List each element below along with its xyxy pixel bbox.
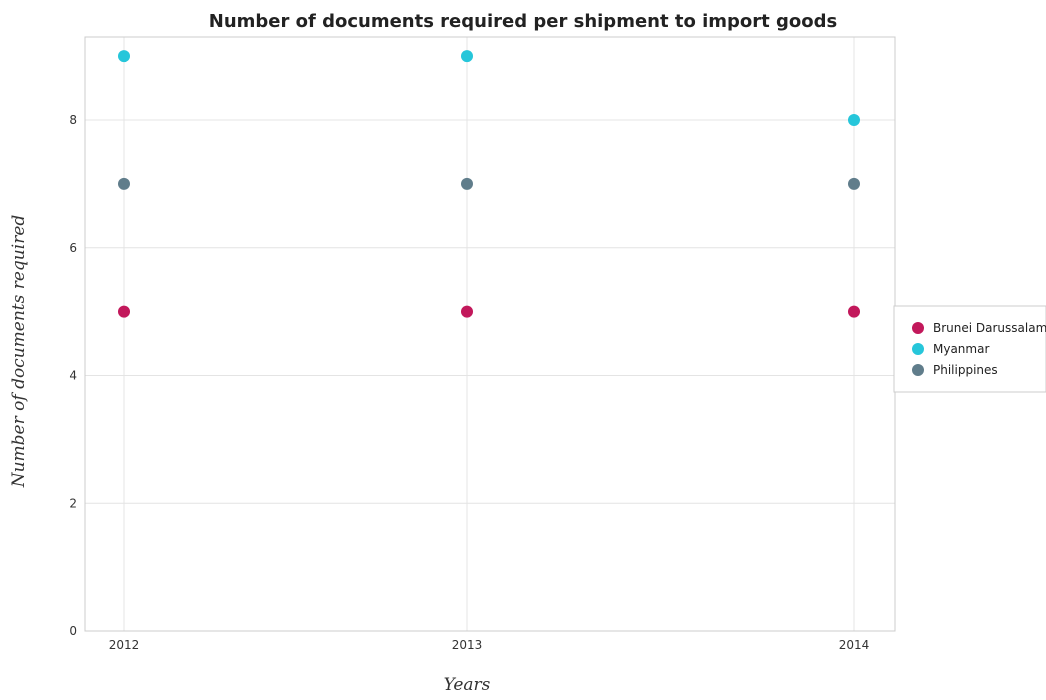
legend-marker xyxy=(912,343,924,355)
point-brunei-darussalam-2012 xyxy=(118,305,130,318)
axis-ticks: 0 2 4 6 8 2012 2013 2014 xyxy=(69,113,869,652)
point-philippines-2014 xyxy=(848,177,860,190)
y-axis-title: Number of documents required xyxy=(9,215,29,489)
legend: Brunei Darussalam Myanmar Philippines xyxy=(893,305,1046,393)
legend-label: Brunei Darussalam xyxy=(933,321,1046,335)
y-tick-label: 2 xyxy=(69,496,77,510)
grid xyxy=(85,37,895,632)
y-tick-label: 4 xyxy=(69,369,77,383)
x-axis-title: Years xyxy=(444,675,491,695)
data-points xyxy=(118,50,860,318)
y-tick-label: 8 xyxy=(69,113,77,127)
legend-marker xyxy=(912,322,924,334)
chart-title: Number of documents required per shipmen… xyxy=(209,11,837,32)
x-tick-label: 2013 xyxy=(452,638,483,652)
point-philippines-2012 xyxy=(118,177,130,190)
point-brunei-darussalam-2014 xyxy=(848,305,860,318)
point-myanmar-2013 xyxy=(461,50,473,63)
point-myanmar-2012 xyxy=(118,50,130,63)
point-brunei-darussalam-2013 xyxy=(461,305,473,318)
point-myanmar-2014 xyxy=(848,114,860,127)
legend-label: Myanmar xyxy=(933,342,989,356)
y-tick-label: 0 xyxy=(69,624,77,638)
legend-marker xyxy=(912,364,924,376)
point-philippines-2013 xyxy=(461,177,473,190)
x-tick-label: 2012 xyxy=(109,638,140,652)
x-tick-label: 2014 xyxy=(839,638,870,652)
legend-entries: Brunei Darussalam Myanmar Philippines xyxy=(912,321,1046,377)
plot-frame xyxy=(84,36,896,632)
y-tick-label: 6 xyxy=(69,241,77,255)
legend-label: Philippines xyxy=(933,363,998,377)
